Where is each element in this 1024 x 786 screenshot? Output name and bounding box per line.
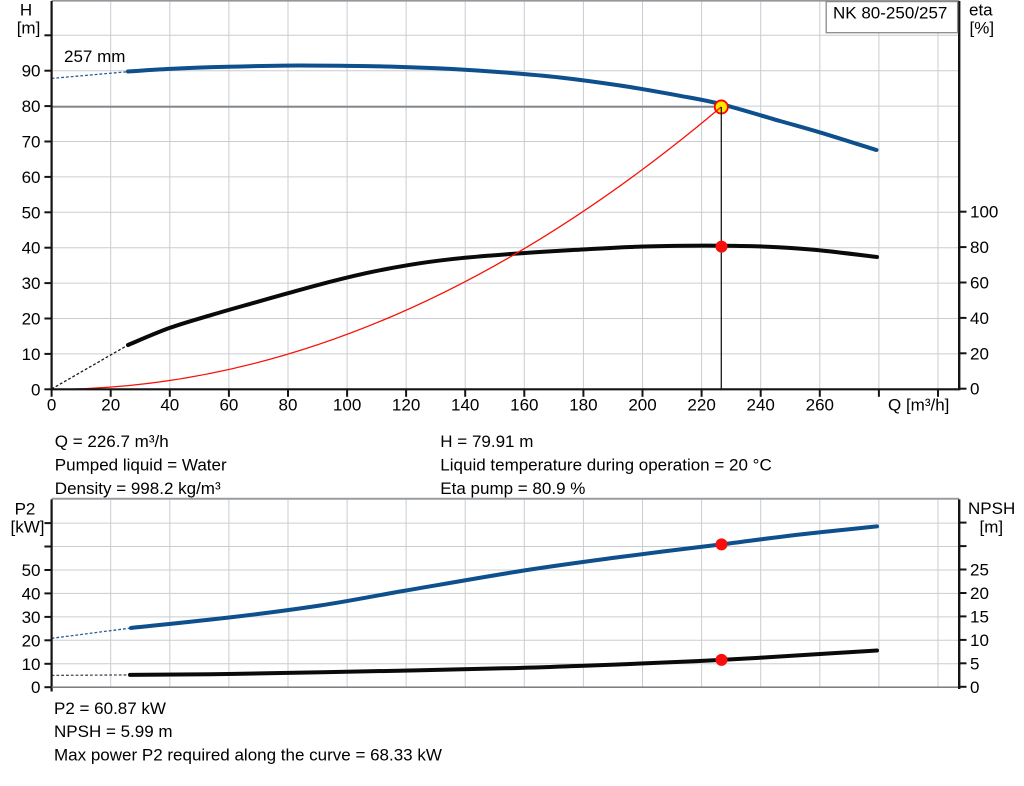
- svg-text:[kW]: [kW]: [11, 518, 45, 537]
- svg-text:P2: P2: [15, 500, 36, 519]
- svg-text:NK 80-250/257: NK 80-250/257: [833, 3, 947, 22]
- svg-text:Q [m³/h]: Q [m³/h]: [888, 396, 949, 415]
- svg-text:120: 120: [392, 396, 420, 415]
- svg-text:[%]: [%]: [970, 19, 995, 38]
- svg-text:30: 30: [22, 608, 41, 627]
- svg-text:0: 0: [31, 380, 40, 399]
- svg-text:0: 0: [970, 678, 979, 697]
- svg-text:260: 260: [806, 396, 834, 415]
- svg-text:10: 10: [22, 655, 41, 674]
- svg-text:160: 160: [510, 396, 538, 415]
- svg-text:15: 15: [970, 607, 989, 626]
- svg-text:50: 50: [22, 203, 41, 222]
- svg-text:0: 0: [47, 396, 56, 415]
- svg-text:Q = 226.7 m³/h: Q = 226.7 m³/h: [55, 432, 169, 451]
- svg-text:100: 100: [970, 203, 998, 222]
- svg-text:0: 0: [970, 380, 979, 399]
- svg-text:H: H: [20, 1, 32, 20]
- svg-text:220: 220: [687, 396, 715, 415]
- svg-text:50: 50: [22, 561, 41, 580]
- svg-text:10: 10: [970, 631, 989, 650]
- svg-text:240: 240: [747, 396, 775, 415]
- svg-text:25: 25: [970, 561, 989, 580]
- svg-text:NPSH = 5.99 m: NPSH = 5.99 m: [54, 722, 173, 741]
- svg-text:0: 0: [31, 678, 40, 697]
- svg-text:40: 40: [970, 309, 989, 328]
- svg-text:20: 20: [101, 396, 120, 415]
- svg-text:80: 80: [22, 97, 41, 116]
- svg-text:5: 5: [970, 654, 979, 673]
- svg-text:20: 20: [22, 310, 41, 329]
- svg-text:10: 10: [22, 345, 41, 364]
- svg-text:60: 60: [22, 168, 41, 187]
- svg-text:80: 80: [279, 396, 298, 415]
- svg-text:[m]: [m]: [980, 518, 1004, 537]
- svg-text:60: 60: [219, 396, 238, 415]
- svg-text:eta: eta: [969, 1, 993, 20]
- svg-text:40: 40: [160, 396, 179, 415]
- svg-text:P2 = 60.87 kW: P2 = 60.87 kW: [54, 699, 166, 718]
- svg-text:Pumped liquid = Water: Pumped liquid = Water: [55, 455, 227, 474]
- svg-text:40: 40: [22, 239, 41, 258]
- svg-text:140: 140: [451, 396, 479, 415]
- svg-text:30: 30: [22, 274, 41, 293]
- svg-text:90: 90: [22, 62, 41, 81]
- svg-text:NPSH: NPSH: [968, 499, 1015, 518]
- svg-text:180: 180: [569, 396, 597, 415]
- svg-text:20: 20: [970, 584, 989, 603]
- svg-text:Liquid temperature during oper: Liquid temperature during operation = 20…: [440, 455, 771, 474]
- svg-text:[m]: [m]: [17, 19, 41, 38]
- svg-text:Density = 998.2 kg/m³: Density = 998.2 kg/m³: [55, 479, 221, 498]
- svg-text:H = 79.91 m: H = 79.91 m: [440, 432, 533, 451]
- svg-text:70: 70: [22, 133, 41, 152]
- svg-text:40: 40: [22, 584, 41, 603]
- svg-text:20: 20: [970, 344, 989, 363]
- svg-text:200: 200: [628, 396, 656, 415]
- svg-text:257 mm: 257 mm: [64, 47, 125, 66]
- svg-text:80: 80: [970, 238, 989, 257]
- svg-text:Max power P2 required along th: Max power P2 required along the curve = …: [54, 746, 442, 765]
- svg-text:60: 60: [970, 274, 989, 293]
- svg-text:100: 100: [333, 396, 361, 415]
- svg-text:Eta pump = 80.9 %: Eta pump = 80.9 %: [440, 479, 585, 498]
- svg-text:20: 20: [22, 631, 41, 650]
